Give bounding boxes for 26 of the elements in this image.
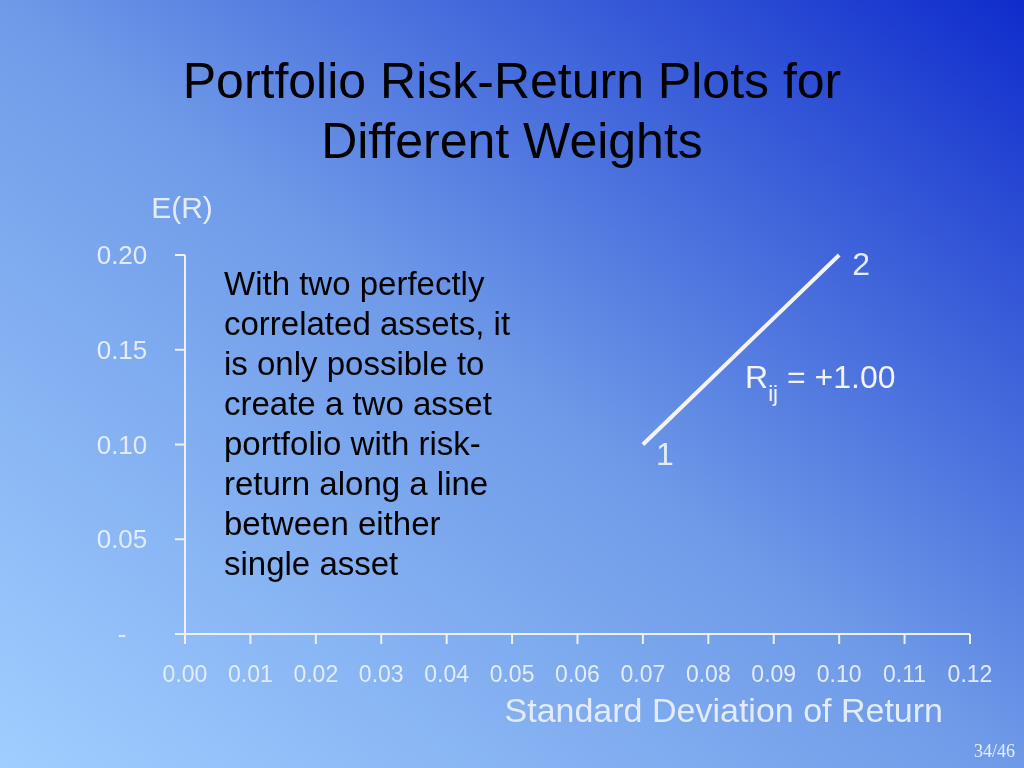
x-tick-label: 0.11 [883, 661, 927, 687]
y-tick-label: 0.15 [96, 334, 148, 365]
series-label: R$_{ij}$ = +1.00 [745, 358, 896, 406]
y-axis-title: E(R) [151, 191, 213, 224]
x-tick-label: 0.08 [685, 661, 731, 687]
chart-title: Portfolio Risk-Return Plots for Different Weights [182, 53, 842, 169]
annotation: 1 [655, 435, 674, 472]
x-tick-label: 0.02 [293, 661, 339, 687]
annotation: With two perfectly correlated assets, it is only possible to create a two asset portfolio with risk- return along a line between either single asset [224, 265, 511, 582]
x-tick-label: 0.05 [489, 661, 535, 687]
x-tick-label: 0.04 [424, 661, 470, 687]
y-tick-label: 0.20 [96, 240, 148, 271]
x-tick-label: 0.01 [228, 661, 273, 687]
x-tick-label: 0.09 [751, 661, 797, 687]
y-tick-label: - [117, 619, 127, 650]
x-tick-label: 0.12 [947, 661, 993, 687]
x-tick-label: 0.03 [358, 661, 404, 687]
x-tick-label: 0.00 [162, 661, 208, 687]
x-tick-label: 0.06 [555, 661, 600, 687]
x-tick-label: 0.07 [620, 661, 666, 687]
y-tick-label: 0.10 [96, 429, 148, 460]
text: 34/46 [973, 741, 1015, 761]
y-tick-label: 0.05 [96, 524, 148, 555]
x-axis-title: Standard Deviation of Return [504, 691, 943, 729]
x-tick-label: 0.10 [816, 661, 862, 687]
annotation: 2 [852, 246, 870, 282]
